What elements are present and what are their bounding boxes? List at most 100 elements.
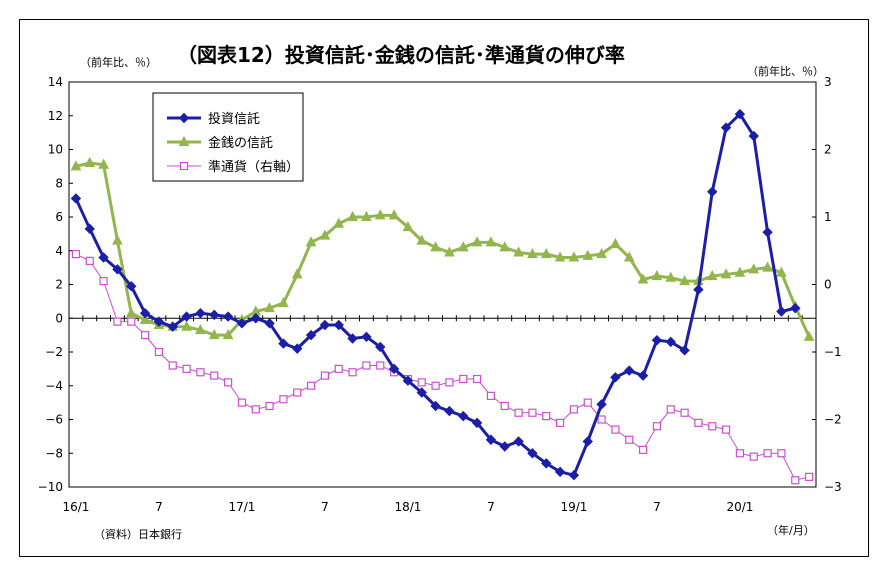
data-point: [472, 374, 482, 384]
data-point: [113, 317, 122, 326]
data-point: [70, 160, 82, 171]
data-point: [499, 441, 510, 452]
data-point: [748, 130, 759, 142]
data-point: [334, 364, 343, 373]
left-tick-label: 4: [55, 244, 63, 258]
data-point: [569, 405, 579, 414]
data-point: [651, 269, 663, 281]
data-point: [402, 221, 414, 232]
data-point: [803, 330, 815, 341]
legend-marker: [178, 112, 190, 124]
data-point: [762, 226, 773, 238]
data-point: [431, 381, 440, 390]
data-point: [444, 246, 455, 257]
data-point: [777, 449, 786, 458]
data-point: [624, 365, 635, 376]
data-point: [597, 415, 606, 424]
data-point: [638, 445, 648, 454]
data-point: [500, 401, 509, 411]
data-point: [182, 364, 191, 373]
data-point: [568, 469, 580, 481]
data-point: [554, 466, 566, 478]
right-tick-label: −1: [824, 345, 842, 359]
data-point: [264, 302, 275, 313]
data-point: [665, 336, 676, 348]
data-point: [333, 217, 345, 228]
data-point: [499, 241, 511, 252]
data-point: [279, 395, 288, 404]
data-point: [319, 229, 331, 240]
data-point: [333, 319, 344, 331]
data-point: [417, 378, 426, 387]
data-point: [734, 108, 746, 120]
data-point: [485, 434, 497, 445]
data-point: [196, 368, 205, 377]
data-point: [139, 313, 151, 324]
data-point: [99, 277, 108, 286]
data-point: [666, 405, 675, 414]
data-point: [70, 193, 82, 204]
data-point: [71, 250, 81, 259]
x-tick-label: 7: [653, 500, 661, 514]
data-point: [707, 186, 718, 197]
data-point: [471, 236, 483, 247]
x-tick-label: 19/1: [560, 500, 587, 514]
data-point: [85, 256, 94, 265]
x-tick-label: 7: [487, 500, 495, 514]
data-point: [513, 246, 524, 257]
data-point: [596, 248, 607, 259]
data-point: [209, 309, 220, 321]
left-tick-label: −6: [45, 413, 63, 427]
data-point: [791, 476, 800, 485]
data-point: [583, 398, 592, 407]
data-point: [361, 331, 372, 343]
data-point: [416, 234, 428, 245]
left-tick-label: 8: [55, 176, 63, 190]
data-point: [734, 266, 746, 277]
data-point: [445, 378, 454, 387]
right-tick-label: 0: [824, 278, 832, 292]
data-point: [458, 410, 469, 422]
right-tick-label: −3: [824, 480, 842, 494]
data-point: [278, 338, 289, 349]
data-point: [237, 398, 247, 407]
data-point: [582, 436, 593, 447]
data-point: [361, 210, 372, 221]
data-point: [362, 361, 371, 370]
legend-label: 金銭の信託: [208, 135, 273, 151]
left-tick-label: −8: [45, 446, 63, 460]
data-point: [471, 417, 483, 429]
data-point: [416, 387, 427, 398]
data-point: [486, 391, 496, 400]
left-tick-label: 12: [48, 109, 63, 123]
data-point: [485, 236, 497, 247]
data-point: [749, 452, 758, 461]
legend-item: 投資信託: [167, 111, 260, 127]
data-point: [251, 405, 260, 414]
data-point: [457, 241, 469, 252]
data-point: [776, 306, 787, 317]
x-tick-label: 20/1: [726, 500, 753, 514]
left-tick-label: −4: [45, 379, 63, 393]
data-point: [776, 266, 787, 277]
data-point: [210, 371, 219, 380]
left-tick-label: 14: [48, 75, 63, 89]
x-tick-label: 17/1: [228, 500, 255, 514]
data-point: [568, 251, 580, 262]
data-point: [541, 458, 552, 469]
data-point: [610, 237, 621, 248]
data-point: [236, 318, 248, 329]
data-point: [223, 378, 233, 387]
data-point: [542, 412, 551, 421]
data-point: [84, 223, 95, 235]
data-point: [527, 248, 538, 259]
data-point: [222, 329, 234, 340]
data-point: [265, 401, 274, 411]
data-point: [555, 418, 565, 427]
left-tick-label: 2: [55, 278, 63, 292]
data-point: [319, 319, 331, 331]
right-tick-label: 1: [824, 210, 832, 224]
data-point: [790, 302, 801, 314]
data-point: [139, 307, 151, 319]
